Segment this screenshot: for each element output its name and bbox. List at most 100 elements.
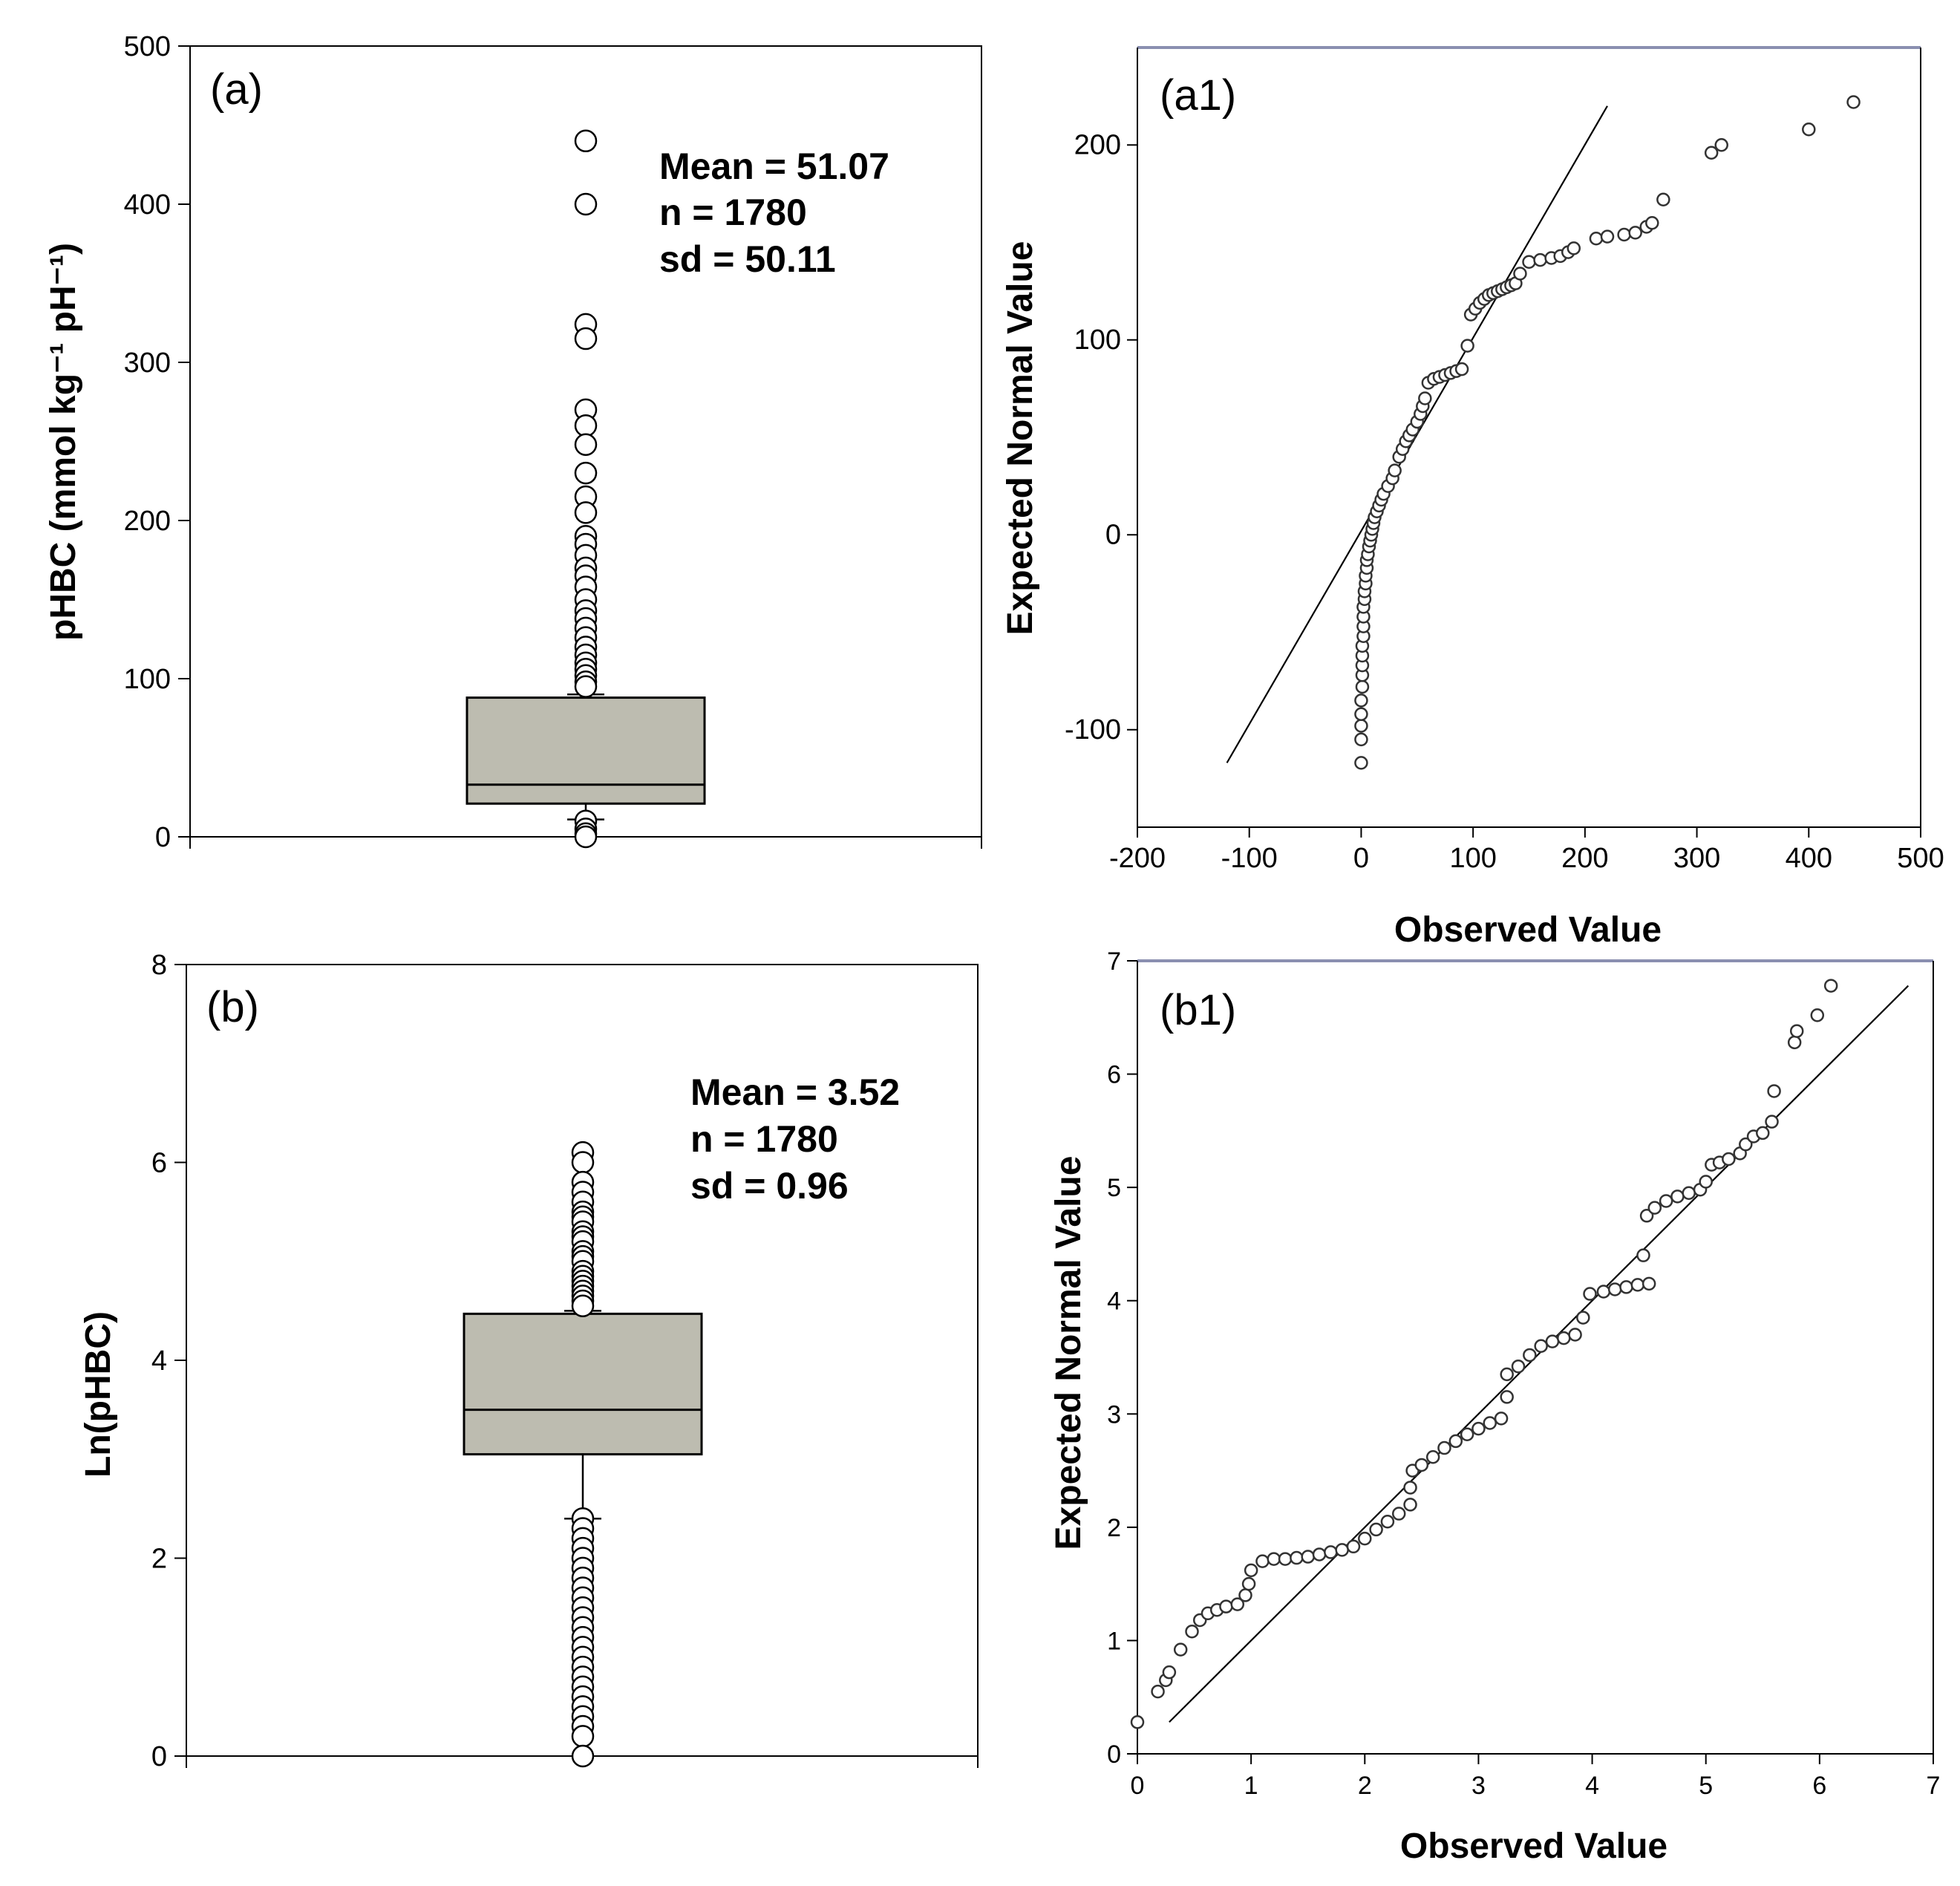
qq-point: [1173, 1642, 1188, 1657]
y-tick-label: 7: [1107, 947, 1121, 976]
qq-point: [1151, 1684, 1165, 1699]
qq-point: [1576, 1311, 1590, 1325]
normal-reference-line: [1169, 985, 1910, 1723]
qq-point: [1244, 1563, 1258, 1578]
panel-b-stat-sd: sd = 0.96: [690, 1165, 849, 1207]
qq-point: [1301, 1550, 1315, 1564]
outlier-point: [574, 461, 598, 485]
qq-point: [1513, 267, 1527, 281]
qq-point: [1802, 123, 1816, 137]
qq-point: [1346, 1539, 1361, 1554]
panel-a1: (a1) -200 -100 0 100 200 300 400 500 -100 0 100 20…: [1001, 46, 1944, 950]
panel-a-y-axis-title: pHBC (mmol kg⁻¹ pH⁻¹): [44, 243, 83, 641]
x-tick-label: -200: [1109, 843, 1166, 874]
qq-point: [1823, 979, 1838, 993]
qq-point: [1162, 1665, 1177, 1680]
qq-point: [1454, 362, 1469, 376]
panel-b1-y-axis-title: Expected Normal Value: [1049, 1156, 1088, 1550]
panel-a1-yticks: -100 0 100 200: [1065, 129, 1137, 745]
y-tick-label: 6: [151, 1148, 167, 1179]
qq-point: [1636, 1248, 1650, 1262]
qq-point: [1358, 1531, 1372, 1546]
x-tick-label: 400: [1786, 843, 1832, 874]
qq-point: [1630, 1278, 1645, 1292]
qq-point: [1523, 1348, 1537, 1363]
qq-point: [1607, 1282, 1622, 1296]
qq-point: [1642, 1276, 1656, 1291]
qq-point: [1522, 255, 1536, 269]
qq-point: [1810, 1008, 1825, 1022]
x-tick-label: 7: [1927, 1772, 1941, 1800]
panel-a1-qq-plot: [1226, 95, 1861, 770]
qq-point: [1312, 1547, 1327, 1562]
panel-b1-xticks: 0 1 2 3 4 5 6 7: [1131, 1754, 1941, 1800]
y-tick-label: 0: [1107, 1740, 1121, 1769]
x-tick-label: 5: [1699, 1772, 1713, 1800]
qq-point: [1354, 756, 1368, 770]
panel-a1-x-axis-title: Observed Value: [1394, 910, 1662, 950]
x-tick-label: 6: [1812, 1772, 1826, 1800]
outlier-point: [571, 1294, 595, 1317]
y-tick-label: 500: [124, 31, 171, 62]
qq-point: [1238, 1588, 1252, 1602]
panel-a-stat-n: n = 1780: [659, 192, 807, 233]
y-tick-label: 0: [151, 1741, 167, 1772]
qq-point: [1354, 694, 1368, 708]
qq-point: [1355, 679, 1370, 694]
qq-point: [1533, 252, 1547, 267]
qq-point: [1656, 192, 1670, 206]
outlier-point: [574, 192, 598, 216]
x-tick-label: 100: [1449, 843, 1496, 874]
qq-point: [1589, 232, 1604, 246]
qq-point: [1704, 146, 1719, 160]
qq-point: [1568, 1328, 1582, 1342]
qq-point: [1567, 241, 1581, 255]
outlier-point: [571, 1725, 595, 1748]
x-tick-label: 0: [1131, 1772, 1145, 1800]
panel-a1-xticks: -200 -100 0 100 200 300 400 500: [1109, 827, 1944, 874]
qq-point: [1600, 229, 1615, 244]
panel-b-stat-n: n = 1780: [690, 1118, 838, 1160]
qq-point: [1789, 1024, 1804, 1038]
qq-point: [1483, 1416, 1497, 1430]
qq-point: [1335, 1543, 1349, 1557]
qq-point: [1460, 1427, 1474, 1441]
qq-point: [1756, 1126, 1770, 1141]
y-tick-label: 400: [124, 189, 171, 221]
qq-point: [1596, 1285, 1611, 1299]
outlier-point: [574, 501, 598, 524]
qq-point: [1388, 463, 1402, 477]
qq-point: [1418, 391, 1432, 405]
qq-point: [1722, 1152, 1736, 1166]
qq-point: [1511, 1359, 1526, 1374]
y-tick-label: 100: [1074, 324, 1121, 356]
qq-point: [1583, 1287, 1597, 1301]
qq-point: [1639, 1209, 1654, 1223]
qq-point: [1645, 216, 1659, 230]
qq-point: [1241, 1576, 1256, 1591]
panel-b-yticks: 0 2 4 6 8: [151, 950, 186, 1772]
outlier-point: [574, 327, 598, 350]
y-tick-label: 200: [124, 506, 171, 537]
qq-point: [1767, 1084, 1781, 1098]
y-tick-label: 2: [151, 1544, 167, 1575]
x-tick-label: 0: [1353, 843, 1369, 874]
qq-point: [1739, 1137, 1753, 1152]
qq-point: [1545, 1334, 1560, 1348]
y-tick-label: 8: [151, 950, 167, 981]
y-tick-label: 4: [151, 1345, 167, 1377]
y-tick-label: 200: [1074, 129, 1121, 160]
qq-point: [1437, 1440, 1451, 1455]
panel-a-boxplot: [466, 129, 706, 849]
panel-b1-yticks: 0 1 2 3 4 5 6 7: [1107, 947, 1137, 1769]
qq-point: [1647, 1201, 1662, 1215]
panel-a: (a) 0 100 200 300 400 500 pHBC (mmol kg⁻¹ pH⁻…: [44, 31, 982, 853]
qq-point: [1414, 1458, 1429, 1472]
qq-point: [1460, 339, 1474, 353]
qq-point: [1403, 1481, 1417, 1495]
qq-point: [1219, 1599, 1233, 1613]
qq-point: [1617, 227, 1631, 242]
qq-point: [1494, 1412, 1509, 1426]
